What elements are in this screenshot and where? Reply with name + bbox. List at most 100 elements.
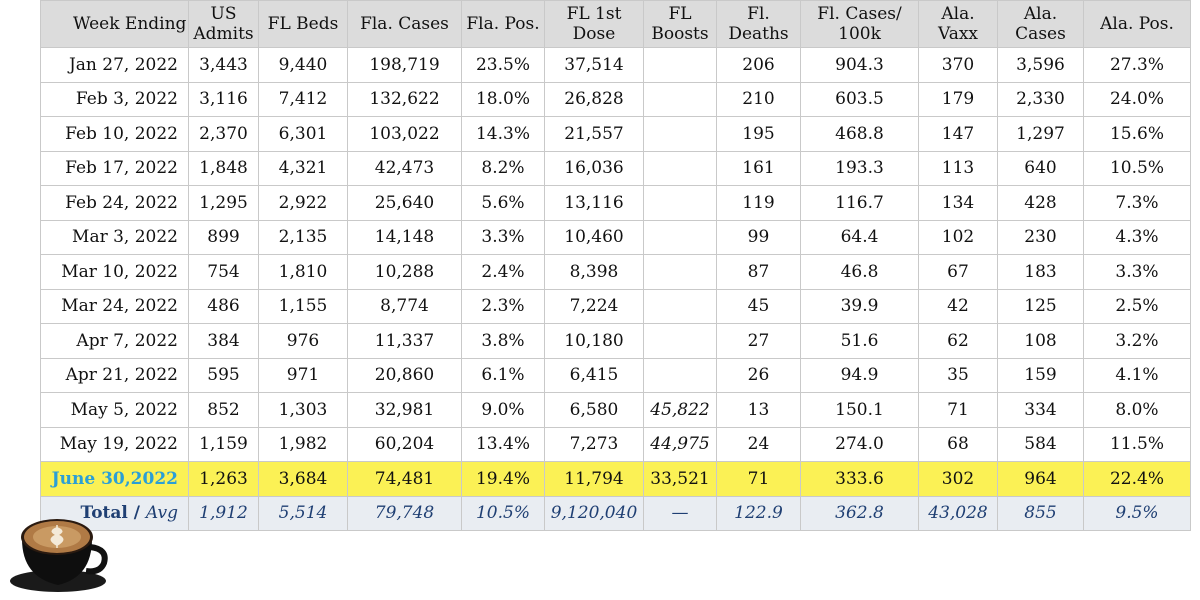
cell-fl-boosts (643, 219, 717, 255)
cell-fl-boosts: 33,521 (643, 461, 717, 497)
cell-fl-deaths: 195 (716, 116, 801, 152)
col-ala-pos: Ala. Pos. (1083, 0, 1191, 48)
cell-ala-cases: 584 (997, 426, 1084, 462)
cell-fl-1st-dose: 10,460 (544, 219, 644, 255)
cell-ala-cases: 428 (997, 185, 1084, 221)
cell-ala-cases: 230 (997, 219, 1084, 255)
cell-fl-cases-100k: 39.9 (800, 288, 919, 324)
cell-ala-vaxx: 67 (918, 254, 998, 290)
cell-ala-pos: 10.5% (1083, 150, 1191, 186)
cell-ala-pos: 15.6% (1083, 116, 1191, 152)
cell-fl-beds: 7,412 (258, 81, 348, 117)
covid-data-table: Week Ending US Admits FL Beds Fla. Cases… (40, 0, 1191, 531)
col-fla-cases: Fla. Cases (347, 0, 462, 48)
cell-us-admits: 3,116 (188, 81, 259, 117)
cell-ala-cases: 334 (997, 392, 1084, 428)
cell-us-admits: 1,263 (188, 461, 259, 497)
cell-ala-vaxx: 179 (918, 81, 998, 117)
avg-label: Avg (145, 503, 178, 524)
cell-ala-vaxx: 68 (918, 426, 998, 462)
cell-us-admits: 3,443 (188, 47, 259, 83)
cell-week: Apr 7, 2022 (40, 323, 189, 359)
highlight-row: June 30,2022 1,263 3,684 74,481 19.4% 11… (40, 461, 1191, 497)
cell-ala-cases: 1,297 (997, 116, 1084, 152)
cell-ala-cases: 3,596 (997, 47, 1084, 83)
cell-fla-pos: 10.5% (461, 495, 545, 531)
cell-fl-cases-100k: 150.1 (800, 392, 919, 428)
cell-fl-deaths: 27 (716, 323, 801, 359)
cell-fl-cases-100k: 193.3 (800, 150, 919, 186)
cell-fla-pos: 6.1% (461, 357, 545, 393)
cell-fl-1st-dose: 7,224 (544, 288, 644, 324)
cell-ala-cases: 855 (997, 495, 1084, 531)
col-us-admits: US Admits (188, 0, 259, 48)
cell-fl-cases-100k: 46.8 (800, 254, 919, 290)
cell-fl-1st-dose: 26,828 (544, 81, 644, 117)
cell-fla-pos: 2.4% (461, 254, 545, 290)
cell-ala-pos: 9.5% (1083, 495, 1191, 531)
cell-fl-cases-100k: 904.3 (800, 47, 919, 83)
total-label: Total (80, 503, 128, 524)
cell-fl-beds: 1,810 (258, 254, 348, 290)
cell-fla-cases: 103,022 (347, 116, 462, 152)
cell-fl-cases-100k: 116.7 (800, 185, 919, 221)
table-row: Feb 10, 2022 2,370 6,301 103,022 14.3% 21,557… (40, 116, 1191, 152)
cell-week: Mar 24, 2022 (40, 288, 189, 324)
total-row: Total / Avg 1,912 5,514 79,748 10.5% 9,1… (40, 495, 1191, 531)
cell-fl-beds: 3,684 (258, 461, 348, 497)
table-row: Feb 17, 2022 1,848 4,321 42,473 8.2% 16,036 16… (40, 150, 1191, 186)
cell-ala-pos: 3.2% (1083, 323, 1191, 359)
cell-fla-pos: 3.8% (461, 323, 545, 359)
cell-fl-deaths: 24 (716, 426, 801, 462)
cell-fl-1st-dose: 13,116 (544, 185, 644, 221)
cell-fl-deaths: 13 (716, 392, 801, 428)
cell-fl-beds: 976 (258, 323, 348, 359)
cell-us-admits: 2,370 (188, 116, 259, 152)
cell-fl-boosts: 45,822 (643, 392, 717, 428)
cell-fl-cases-100k: 274.0 (800, 426, 919, 462)
cell-fla-cases: 14,148 (347, 219, 462, 255)
cell-us-admits: 899 (188, 219, 259, 255)
cell-fl-boosts (643, 116, 717, 152)
cell-week: Feb 17, 2022 (40, 150, 189, 186)
col-fla-pos: Fla. Pos. (461, 0, 545, 48)
cell-fl-boosts (643, 357, 717, 393)
cell-us-admits: 754 (188, 254, 259, 290)
cell-fl-deaths: 71 (716, 461, 801, 497)
cell-ala-vaxx: 134 (918, 185, 998, 221)
col-fl-1st-dose: FL 1st Dose (544, 0, 644, 48)
cell-ala-vaxx: 42 (918, 288, 998, 324)
cell-week: Apr 21, 2022 (40, 357, 189, 393)
cell-fl-cases-100k: 64.4 (800, 219, 919, 255)
cell-fl-beds: 2,922 (258, 185, 348, 221)
cell-fla-cases: 198,719 (347, 47, 462, 83)
cell-fl-1st-dose: 8,398 (544, 254, 644, 290)
cell-fl-cases-100k: 603.5 (800, 81, 919, 117)
cell-ala-vaxx: 35 (918, 357, 998, 393)
cell-fl-1st-dose: 6,580 (544, 392, 644, 428)
cell-ala-pos: 8.0% (1083, 392, 1191, 428)
cell-fla-cases: 20,860 (347, 357, 462, 393)
cell-ala-vaxx: 302 (918, 461, 998, 497)
cell-fl-boosts (643, 254, 717, 290)
cell-fla-pos: 5.6% (461, 185, 545, 221)
cell-fla-pos: 9.0% (461, 392, 545, 428)
cell-fla-cases: 11,337 (347, 323, 462, 359)
cell-ala-cases: 108 (997, 323, 1084, 359)
col-fl-beds: FL Beds (258, 0, 348, 48)
cell-us-admits: 486 (188, 288, 259, 324)
cell-fl-boosts: 44,975 (643, 426, 717, 462)
total-separator: / (127, 503, 146, 524)
table-row: Apr 21, 2022 595 971 20,860 6.1% 6,415 26 94.9 3… (40, 357, 1191, 393)
cell-fl-boosts (643, 288, 717, 324)
cell-fl-cases-100k: 94.9 (800, 357, 919, 393)
cell-us-admits: 852 (188, 392, 259, 428)
cell-fl-beds: 1,303 (258, 392, 348, 428)
cell-us-admits: 1,159 (188, 426, 259, 462)
cell-fl-cases-100k: 362.8 (800, 495, 919, 531)
cell-ala-vaxx: 113 (918, 150, 998, 186)
cell-week: Feb 24, 2022 (40, 185, 189, 221)
cell-ala-cases: 125 (997, 288, 1084, 324)
cell-us-admits: 1,912 (188, 495, 259, 531)
cell-fl-beds: 4,321 (258, 150, 348, 186)
